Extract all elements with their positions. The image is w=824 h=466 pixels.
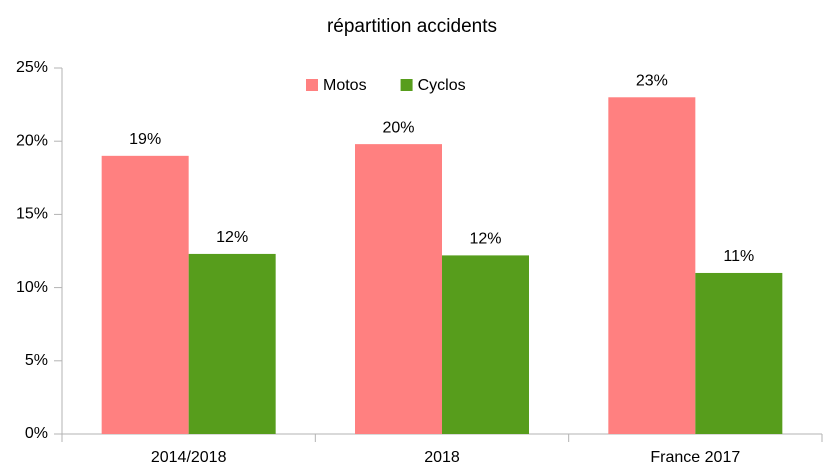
bar [188,253,276,434]
bar [608,97,696,434]
data-label: 23% [636,72,668,89]
bar [442,255,529,434]
x-tick-label: 2014/2018 [151,449,227,466]
data-label: 12% [469,231,501,248]
y-tick-label: 20% [16,132,48,149]
chart-title: répartition accidents [327,16,497,37]
y-tick-label: 10% [16,279,48,296]
y-tick-label: 5% [25,352,48,369]
legend-label: Cyclos [418,77,466,94]
legend-swatch [306,79,318,91]
bar [355,144,442,435]
legend-swatch [400,79,413,91]
bar [101,155,189,434]
bar [695,272,783,434]
x-tick-label: 2018 [424,449,460,466]
data-label: 19% [129,131,161,148]
x-tick-label: France 2017 [650,449,740,466]
data-label: 20% [382,119,414,136]
data-label: 12% [216,229,248,246]
data-label: 11% [723,248,754,265]
y-tick-label: 15% [16,206,48,223]
y-tick-label: 0% [25,425,48,442]
y-tick-label: 25% [16,59,48,76]
legend-label: Motos [323,77,367,94]
